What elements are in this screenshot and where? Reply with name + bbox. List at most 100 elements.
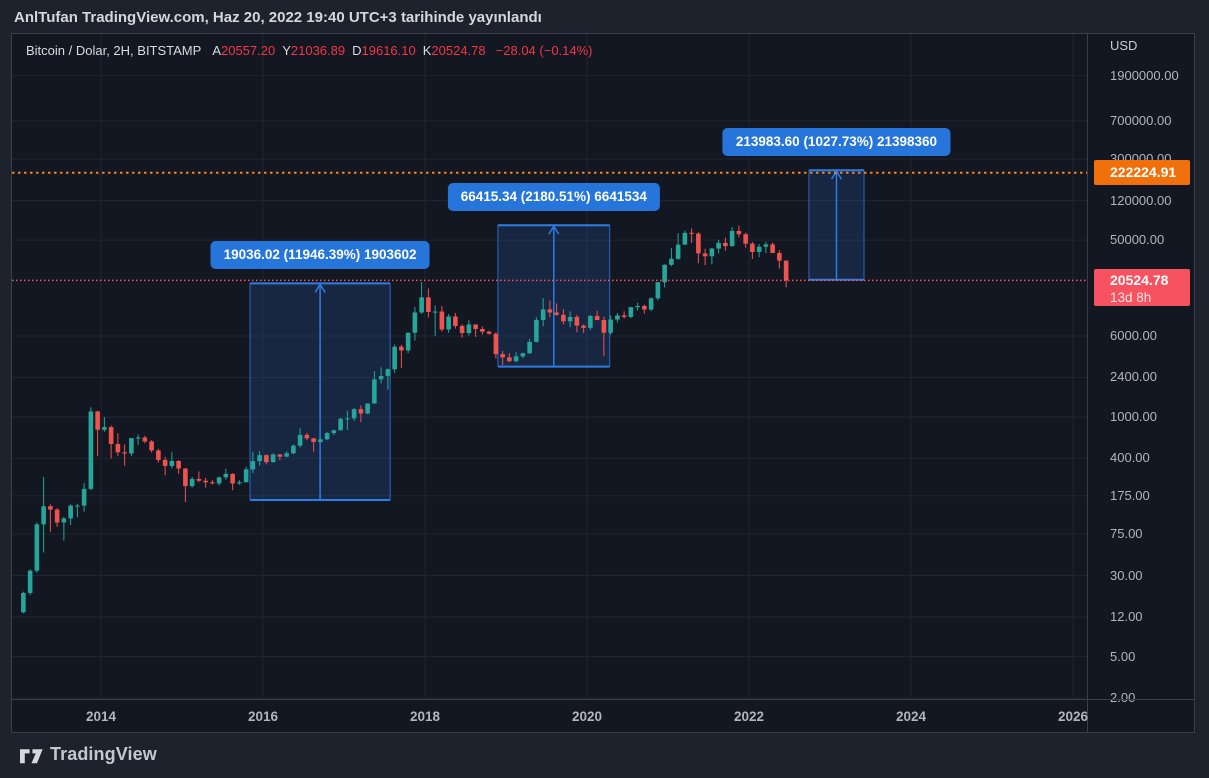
candle-body [264,455,269,463]
candle-body [615,315,620,320]
time-tick-label: 2014 [85,709,117,724]
candle-body [446,316,451,330]
candle-body [405,332,411,351]
candle-body [419,297,424,313]
candle-body [459,325,465,334]
candle-body [453,316,458,326]
candle-body [439,311,445,330]
candle-body [567,316,573,322]
candle-body [162,459,168,467]
attribution-text: AnlTufan TradingView.com, Haz 20, 2022 1… [14,9,542,26]
candle-countdown: 13d 8h [1110,290,1152,306]
candle-body [203,480,208,483]
candle-body [331,430,337,434]
candle-body [750,243,755,252]
time-tick-label: 2024 [895,709,927,724]
change-value: −28.04 (−0.14%) [495,43,593,58]
candle-body [196,478,202,481]
candle-body [743,234,748,244]
price-axis[interactable]: USD 222224.91 20524.78 13d 8h 1900000.00… [1087,34,1195,732]
tradingview-mark-icon [20,748,43,763]
time-tick-label: 2022 [733,709,765,724]
tradingview-logo-text: TradingView [50,744,157,764]
candle-body [561,314,566,322]
candle-body [216,477,222,484]
candle-body [777,252,782,261]
tradingview-logo[interactable]: TradingView [20,744,157,765]
candle-body [345,418,350,420]
candle-body [581,325,586,328]
candle-body [284,453,289,457]
candle-body [540,309,546,320]
time-axis[interactable]: 2014 2016 2018 2020 2022 2024 2026 [12,699,1194,733]
candle-body [527,341,532,354]
candle-body [61,518,67,523]
price-tick-label: 30.00 [1110,567,1143,583]
candle-body [75,505,80,507]
candle-body [392,346,397,370]
candle-body [763,244,769,247]
price-badge-target: 222224.91 [1094,160,1190,186]
price-tick-label: 2400.00 [1110,369,1157,385]
candle-body [277,454,283,457]
candle-body [689,232,694,234]
ohlc-open: A20557.20 [212,43,276,58]
candle-body [480,328,485,332]
candle-body [601,320,607,333]
candle-body [756,246,762,252]
candle-body [473,324,478,329]
candle-body [716,242,721,249]
candle-body [547,309,553,313]
candle-body [675,244,681,259]
candle-body [628,307,634,317]
price-tick-label: 700000.00 [1110,112,1172,128]
time-tick-label: 2020 [571,709,603,724]
candle-body [270,454,276,463]
candle-body [486,331,492,334]
candle-body [156,450,161,460]
candle-body [122,452,127,454]
candle-body [358,409,364,414]
candle-body [608,319,613,333]
candlestick-chart[interactable] [12,34,1194,732]
candle-body [41,506,46,525]
measure-arrowhead [319,284,326,293]
candle-body [34,524,40,571]
time-tick-label: 2016 [247,709,279,724]
candle-body [129,438,134,454]
candle-body [642,305,647,310]
candle-body [81,488,87,506]
candle-body [210,482,215,484]
candle-body [648,298,654,310]
candle-body [378,375,384,380]
measure-arrowhead [314,284,321,293]
ohlc-close: K20524.78 [422,43,486,58]
candle-body [662,264,667,283]
price-tick-label: 50000.00 [1110,232,1165,248]
candle-body [338,418,343,431]
price-tick-label: 5.00 [1110,648,1136,664]
time-tick-label: 2026 [1057,709,1089,724]
candle-body [729,230,735,247]
price-tick-label: 6000.00 [1110,327,1157,343]
candle-body [176,460,181,469]
candle-body [635,305,640,308]
measure-label-2: 66415.34 (2180.51%) 6641534 [447,183,660,212]
candle-body [189,478,195,487]
symbol-title[interactable]: Bitcoin / Dolar, 2H, BITSTAMP [26,43,202,58]
candle-body [237,482,242,484]
candle-body [108,427,114,445]
candle-body [68,505,73,519]
candle-body [574,316,580,326]
candle-body [95,411,100,430]
candle-body [48,506,53,510]
candle-body [54,509,60,523]
candle-body [493,333,499,355]
price-tick-label: 12.00 [1110,608,1143,624]
chart-widget[interactable]: Bitcoin / Dolar, 2H, BITSTAMP A20557.20 … [11,33,1195,733]
candle-body [250,461,256,470]
measure-label-1: 19036.02 (11946.39%) 1903602 [210,241,430,270]
candle-body [102,427,107,430]
candle-body [169,460,175,467]
